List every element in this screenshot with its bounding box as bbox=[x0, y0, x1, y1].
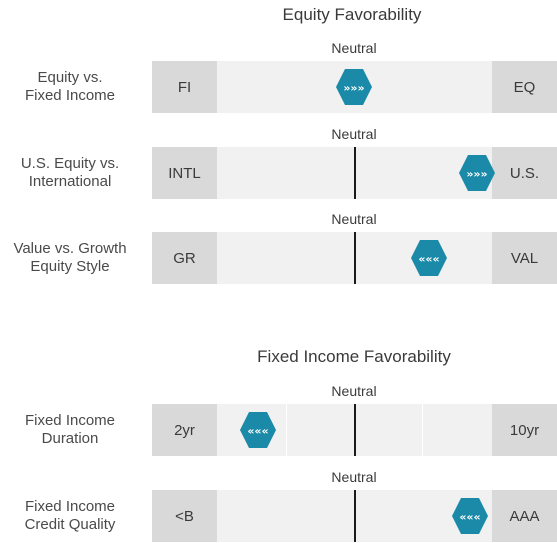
track-divider bbox=[422, 404, 423, 456]
row-label-line1: Fixed Income bbox=[24, 412, 116, 429]
row-label-line2: Duration bbox=[41, 430, 99, 447]
row-label: Value vs. Growth Equity Style bbox=[0, 240, 140, 276]
track-divider bbox=[286, 404, 287, 456]
neutral-label: Neutral bbox=[331, 40, 377, 56]
neutral-label: Neutral bbox=[331, 383, 377, 399]
right-end-label: 10yr bbox=[492, 404, 557, 456]
scale-bar: 2yr 10yr ««« bbox=[152, 404, 557, 456]
position-marker: »»» bbox=[459, 155, 496, 191]
left-end-label: INTL bbox=[152, 147, 217, 199]
scale-bar: FI EQ »»» bbox=[152, 61, 557, 113]
neutral-label: Neutral bbox=[331, 469, 377, 485]
row-label-line2: International bbox=[28, 173, 112, 190]
row-label-line1: U.S. Equity vs. bbox=[20, 155, 120, 172]
row-label-line1: Fixed Income bbox=[24, 498, 116, 515]
hexagon-marker-shape bbox=[459, 155, 496, 191]
row-label: Fixed Income Duration bbox=[0, 412, 140, 448]
row-label-line1: Value vs. Growth bbox=[13, 240, 127, 257]
right-end-label: VAL bbox=[492, 232, 557, 284]
right-end-label: U.S. bbox=[492, 147, 557, 199]
position-marker: »»» bbox=[336, 69, 372, 105]
row-label: Fixed Income Credit Quality bbox=[0, 498, 140, 534]
scale-bar: GR VAL ««« bbox=[152, 232, 557, 284]
section-title: Fixed Income Favorability bbox=[257, 347, 451, 366]
neutral-line bbox=[354, 147, 356, 199]
right-end-label: EQ bbox=[492, 61, 557, 113]
hexagon-marker-shape bbox=[411, 240, 448, 276]
row-label-line1: Equity vs. bbox=[37, 69, 103, 86]
neutral-line bbox=[354, 490, 356, 542]
position-marker: ««« bbox=[452, 498, 489, 534]
position-marker: ««« bbox=[411, 240, 448, 276]
row-label: U.S. Equity vs. International bbox=[0, 155, 140, 191]
neutral-label: Neutral bbox=[331, 211, 377, 227]
scale-bar: <B AAA ««« bbox=[152, 490, 557, 542]
left-end-label: 2yr bbox=[152, 404, 217, 456]
scale-bar: INTL U.S. »»» bbox=[152, 147, 557, 199]
section-title: Equity Favorability bbox=[282, 5, 422, 24]
row-label: Equity vs. Fixed Income bbox=[0, 69, 140, 105]
direction-arrows: ««« bbox=[247, 425, 268, 438]
left-end-label: FI bbox=[152, 61, 217, 113]
direction-arrows: »»» bbox=[467, 168, 488, 181]
direction-arrows: ««« bbox=[419, 253, 440, 266]
left-end-label: GR bbox=[152, 232, 217, 284]
position-marker: ««« bbox=[240, 412, 277, 448]
row-label-line2: Credit Quality bbox=[24, 516, 116, 533]
direction-arrows: ««« bbox=[460, 511, 481, 524]
row-label-line2: Fixed Income bbox=[24, 87, 116, 104]
neutral-line bbox=[354, 232, 356, 284]
hexagon-marker-shape bbox=[336, 69, 372, 105]
direction-arrows: »»» bbox=[343, 82, 364, 95]
neutral-label: Neutral bbox=[331, 126, 377, 142]
hexagon-marker-shape bbox=[240, 412, 277, 448]
hexagon-marker-shape bbox=[452, 498, 489, 534]
row-label-line2: Equity Style bbox=[30, 258, 110, 275]
neutral-line bbox=[354, 404, 356, 456]
left-end-label: <B bbox=[152, 490, 217, 542]
right-end-label: AAA bbox=[492, 490, 557, 542]
